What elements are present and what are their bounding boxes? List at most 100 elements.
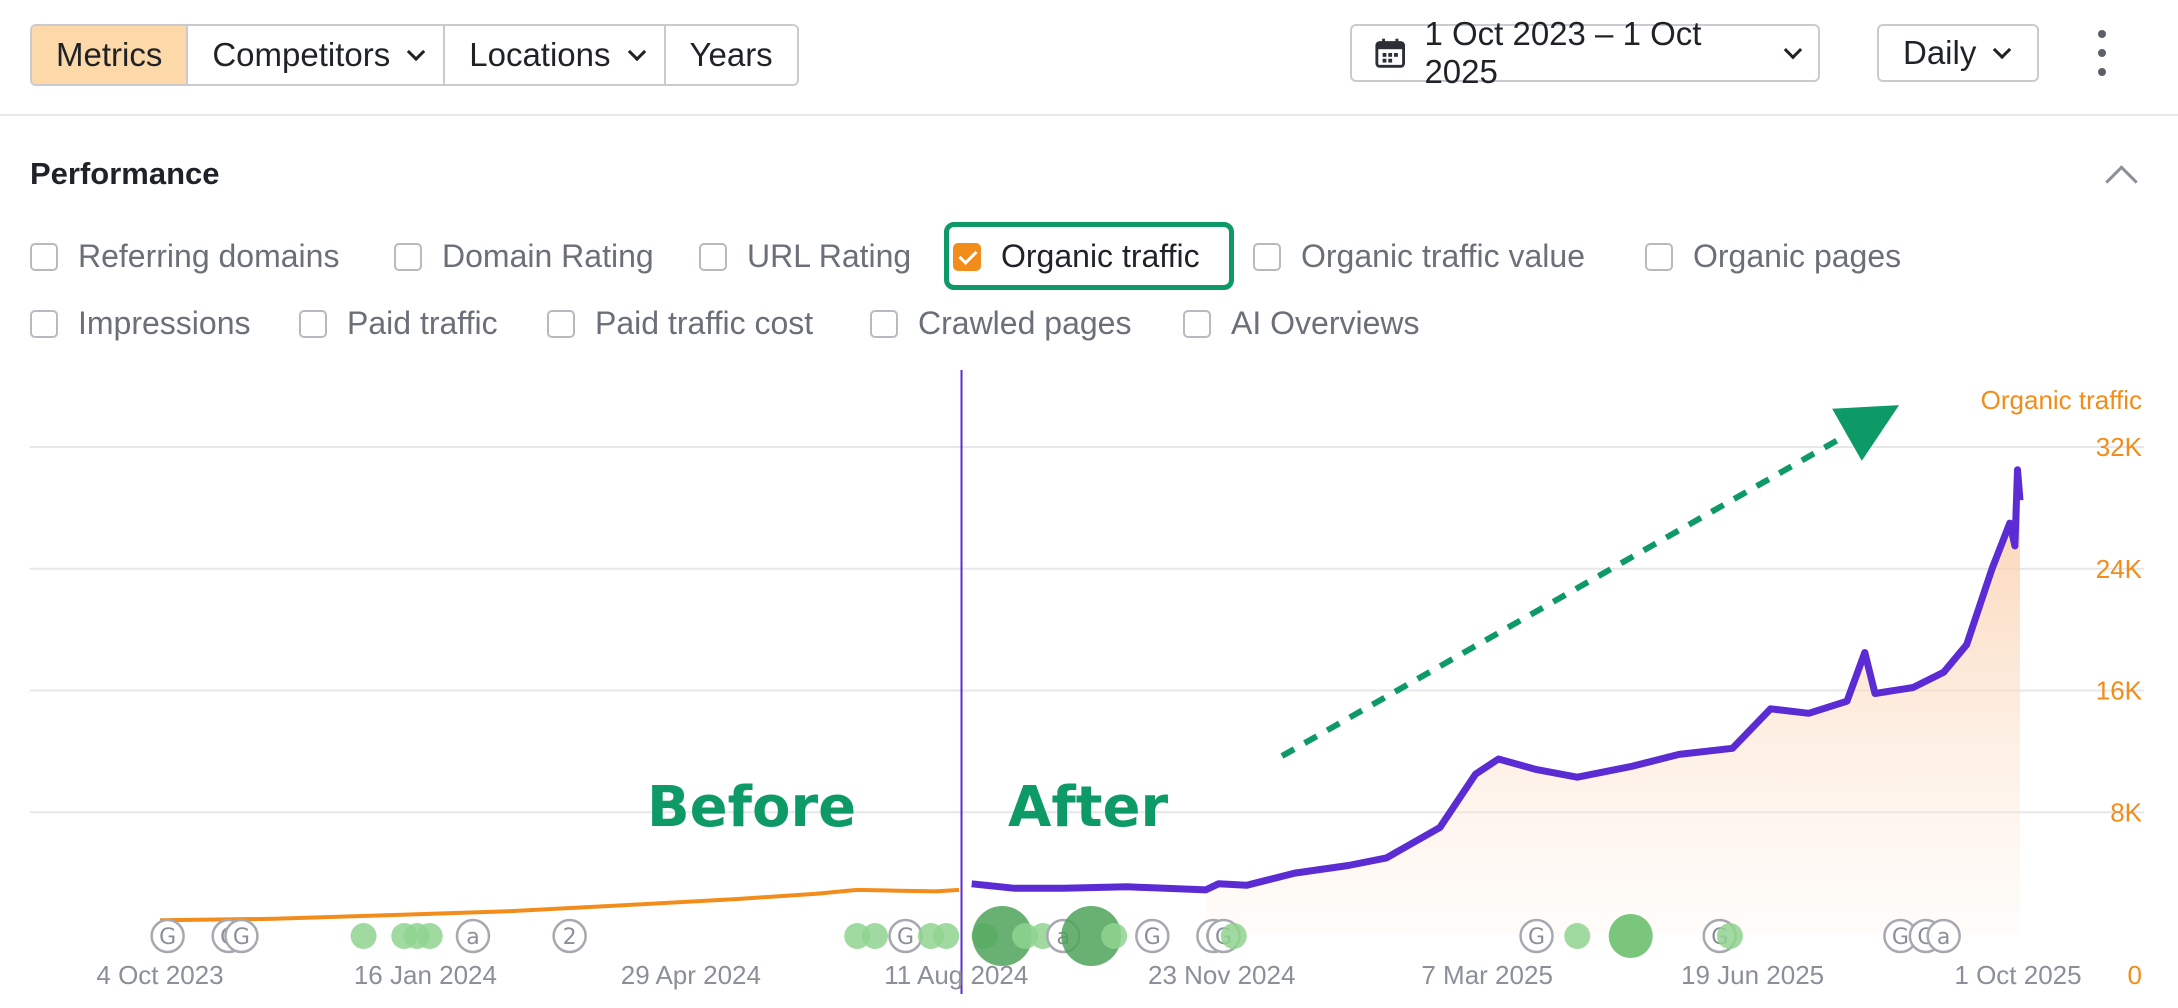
metric-organic-pages[interactable]: Organic pages: [1645, 238, 1901, 275]
event-marker-large: [1061, 906, 1122, 966]
x-tick-label: 29 Apr 2024: [621, 960, 761, 990]
y-axis-ticks: 0 8K 16K 24K 32K: [2096, 432, 2143, 990]
event-marker-glyph: G: [1892, 925, 1909, 950]
metric-paid-traffic-cost[interactable]: Paid traffic cost: [547, 305, 813, 342]
event-marker-glyph: 2: [563, 925, 577, 950]
metric-ai-overviews[interactable]: AI Overviews: [1183, 305, 1419, 342]
checkbox-checked-icon[interactable]: [953, 242, 981, 271]
event-marker-glyph: a: [1937, 925, 1950, 950]
metric-label: Paid traffic cost: [595, 305, 814, 341]
metric-label: Crawled pages: [918, 305, 1132, 341]
metric-label: Organic traffic value: [1301, 238, 1585, 274]
event-marker-dot: [1564, 923, 1591, 949]
event-marker-glyph: G: [159, 925, 176, 950]
metric-label: URL Rating: [747, 238, 912, 274]
event-marker-G-icon: [224, 918, 259, 954]
event-marker-dot: [416, 923, 443, 949]
event-marker-G-icon: [1135, 918, 1170, 954]
tab-metrics[interactable]: Metrics: [32, 26, 189, 84]
event-marker-dot: [1220, 923, 1247, 949]
view-tabs: Metrics Competitors Locations Years: [30, 24, 799, 86]
organic-traffic-area: [1205, 469, 2020, 934]
checkbox-icon[interactable]: [699, 242, 727, 271]
event-marker-dot: [844, 923, 871, 949]
metric-url-rating[interactable]: URL Rating: [699, 238, 911, 275]
checkbox-icon[interactable]: [394, 242, 422, 271]
before-annotation: Before: [647, 775, 856, 840]
y-tick-label: 32K: [2096, 432, 2143, 462]
metric-label: Domain Rating: [442, 238, 654, 274]
x-tick-label: 7 Mar 2025: [1421, 960, 1553, 990]
metric-referring-domains[interactable]: Referring domains: [30, 238, 339, 275]
event-marker-glyph: G: [1528, 925, 1545, 950]
x-tick-label: 23 Nov 2024: [1148, 960, 1295, 990]
event-marker-G-icon: [1519, 918, 1554, 954]
metric-label: Paid traffic: [347, 305, 498, 341]
checkbox-icon[interactable]: [547, 309, 575, 338]
x-tick-label: 16 Jan 2024: [354, 960, 497, 990]
event-marker-glyph: G: [1144, 925, 1161, 950]
event-marker-dot: [1012, 923, 1039, 949]
event-marker-glyph: G: [233, 925, 250, 950]
metric-label: Organic traffic: [1001, 238, 1200, 274]
frequency-label: Daily: [1903, 34, 1977, 71]
checkbox-icon[interactable]: [30, 242, 58, 271]
tab-years[interactable]: Years: [665, 26, 797, 84]
event-marker-glyph: G: [897, 925, 914, 950]
event-marker-large: [972, 906, 1033, 966]
event-marker-glyph: a: [466, 925, 479, 950]
event-marker-G-icon: [150, 918, 185, 954]
metric-organic-traffic-value[interactable]: Organic traffic value: [1253, 238, 1585, 275]
event-markers: GGGa2GaGGGGGGGa: [150, 906, 1961, 966]
frequency-select[interactable]: Daily: [1877, 24, 2039, 82]
metric-label: Organic pages: [1693, 238, 1902, 274]
trend-arrow: [1280, 405, 1900, 759]
event-marker-medium: [1608, 914, 1653, 958]
after-annotation: After: [1008, 775, 1168, 840]
tab-locations[interactable]: Locations: [445, 26, 666, 84]
tab-competitors-label: Competitors: [212, 36, 391, 73]
organic-traffic-line-after: [971, 466, 2024, 894]
date-range-label: 1 Oct 2023 – 1 Oct 2025: [1424, 15, 1702, 90]
y-tick-label: 24K: [2096, 554, 2143, 584]
y-tick-label: 16K: [2096, 676, 2143, 706]
y-axis-series-label: Organic traffic: [1981, 385, 2142, 415]
metric-label: Impressions: [78, 305, 251, 341]
metric-paid-traffic[interactable]: Paid traffic: [299, 305, 498, 342]
section-title: Performance: [30, 156, 220, 191]
metric-label: Referring domains: [78, 238, 340, 274]
toolbar: Metrics Competitors Locations Years 1 Oc…: [0, 0, 2178, 116]
x-axis-ticks: 4 Oct 2023 16 Jan 2024 29 Apr 2024 11 Aug 2…: [96, 960, 2081, 990]
chevron-down-icon: [407, 42, 426, 61]
organic-traffic-chart: Before After Organic traffic 0 8K 16K 24K 32…: [30, 370, 2144, 994]
tab-metrics-label: Metrics: [56, 36, 163, 73]
event-marker-dot: [1101, 923, 1128, 949]
collapse-chevron-icon[interactable]: [2105, 165, 2138, 198]
tab-locations-label: Locations: [469, 36, 611, 73]
checkbox-icon[interactable]: [1253, 242, 1281, 271]
x-tick-label: 19 Jun 2025: [1681, 960, 1824, 990]
event-marker-dot: [933, 923, 960, 949]
chevron-down-icon: [1784, 40, 1803, 59]
event-marker-dot: [350, 923, 377, 949]
more-options-icon[interactable]: [2090, 30, 2114, 76]
tab-years-label: Years: [689, 36, 773, 73]
date-range-picker[interactable]: 1 Oct 2023 – 1 Oct 2025: [1350, 15, 1820, 90]
metric-crawled-pages[interactable]: Crawled pages: [870, 305, 1131, 342]
checkbox-icon[interactable]: [30, 309, 58, 338]
metric-organic-traffic[interactable]: Organic traffic: [953, 238, 1200, 275]
chevron-down-icon: [627, 42, 646, 61]
checkbox-icon[interactable]: [299, 309, 327, 338]
chevron-down-icon: [1993, 40, 2012, 59]
checkbox-icon[interactable]: [1645, 242, 1673, 271]
calendar-icon: [1375, 38, 1406, 68]
tab-competitors[interactable]: Competitors: [188, 26, 446, 84]
metric-impressions[interactable]: Impressions: [30, 305, 251, 342]
checkbox-icon[interactable]: [870, 309, 898, 338]
y-tick-label: 8K: [2110, 797, 2142, 827]
organic-traffic-line-before: [159, 887, 960, 923]
checkbox-icon[interactable]: [1183, 309, 1211, 338]
metric-domain-rating[interactable]: Domain Rating: [394, 238, 654, 275]
event-marker-a-icon: [1926, 918, 1961, 954]
metric-label: AI Overviews: [1231, 305, 1420, 341]
